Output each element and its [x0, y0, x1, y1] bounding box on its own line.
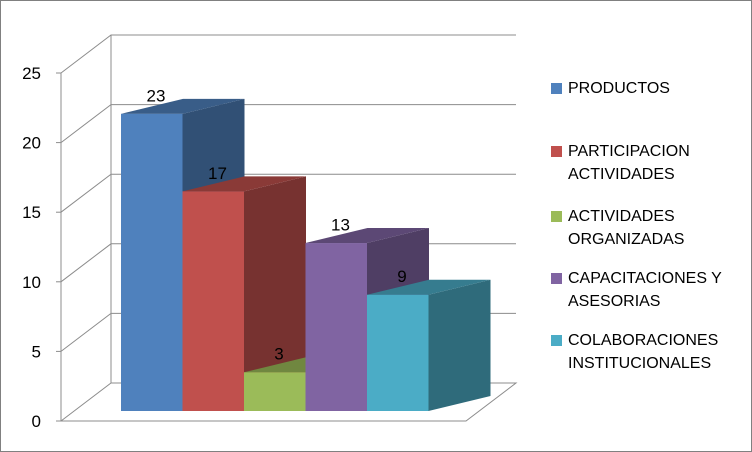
bar-1 [121, 113, 183, 411]
y-tick-label: 10 [22, 273, 41, 292]
legend-swatch [551, 83, 562, 94]
y-tick-label: 20 [22, 134, 41, 153]
legend-swatch [551, 211, 562, 222]
legend-label: CAPACITACIONES Y ASESORIAS [568, 270, 722, 310]
gridline [60, 173, 516, 213]
legend-swatch [551, 146, 562, 157]
legend-label: ACTIVIDADES ORGANIZADAS [568, 208, 685, 248]
y-tick-label: 5 [32, 342, 41, 361]
gridline [60, 104, 516, 143]
data-label-1: 23 [147, 86, 166, 105]
plot-walls [60, 35, 518, 422]
data-label-3: 3 [274, 345, 283, 364]
bar-2 [182, 191, 244, 411]
bar-5 [367, 294, 429, 411]
bar-top-5 [367, 279, 491, 295]
legend-swatch [551, 335, 562, 346]
bar-top-2 [182, 176, 306, 192]
bar-side-5 [428, 279, 491, 411]
bars [121, 98, 491, 411]
data-label-4: 13 [331, 216, 350, 235]
legend-label: PRODUCTOS [568, 80, 670, 97]
legend-label: COLABORACIONES INSTITUCIONALES [568, 332, 719, 372]
y-axis-ticks: 0 5 10 15 20 25 [22, 64, 61, 431]
y-tick-label: 15 [22, 203, 41, 222]
y-tick-label: 0 [32, 412, 41, 431]
bar-top-4 [305, 228, 429, 244]
data-label-2: 17 [208, 164, 227, 183]
data-labels: 23 17 3 13 9 [147, 86, 407, 363]
gridline [60, 34, 516, 74]
bar-4 [305, 243, 367, 411]
y-tick-label: 25 [22, 64, 41, 83]
data-label-5: 9 [397, 267, 406, 286]
floor-outline [60, 382, 518, 422]
legend-label: PARTICIPACION ACTIVIDADES [568, 143, 690, 183]
bar-3 [244, 372, 306, 411]
bar-side-2 [244, 176, 306, 411]
legend-swatch [551, 273, 562, 284]
bar-top-1 [121, 98, 245, 114]
